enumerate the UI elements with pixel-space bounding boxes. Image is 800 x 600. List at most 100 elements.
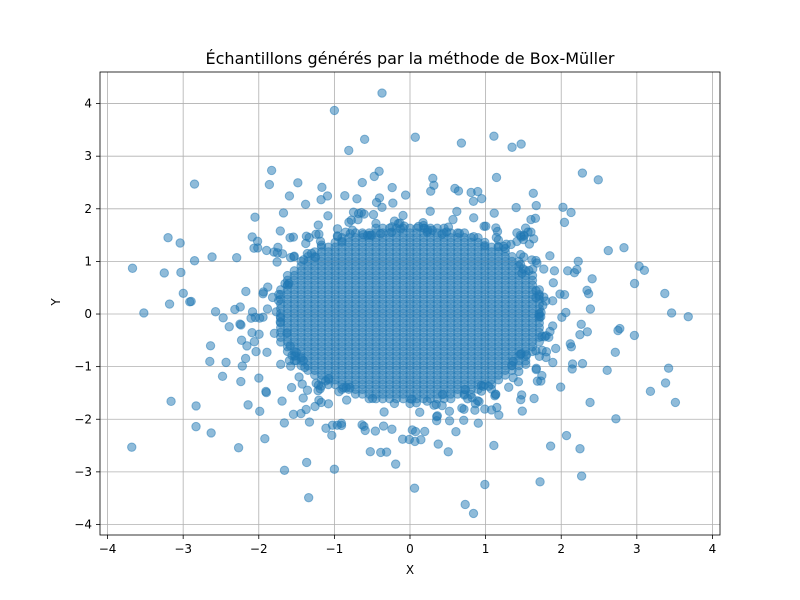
scatter-point [269, 328, 280, 339]
scatter-point [353, 214, 363, 225]
scatter-point [480, 479, 490, 490]
scatter-point [517, 406, 527, 416]
scatter-point [645, 386, 656, 397]
scatter-point [218, 313, 228, 323]
scatter-point [323, 211, 333, 221]
scatter-point [629, 278, 640, 289]
scatter-point [368, 209, 379, 220]
scatter-point [415, 407, 425, 417]
scatter-point [531, 364, 541, 375]
scatter-point [538, 300, 548, 311]
scatter-point [398, 210, 408, 221]
scatter-point [512, 228, 522, 238]
scatter-point [431, 399, 441, 410]
scatter-point [262, 304, 273, 314]
scatter-point [221, 357, 231, 368]
y-tick-label: −3 [74, 465, 92, 479]
scatter-point [293, 178, 303, 188]
scatter-point [231, 253, 242, 263]
scatter-point [178, 288, 188, 298]
scatter-point [315, 236, 326, 247]
scatter-point [508, 372, 518, 383]
scatter-point [460, 384, 471, 395]
scatter-point [468, 508, 479, 519]
scatter-point [422, 396, 432, 406]
scatter-point [352, 194, 362, 204]
scatter-point [516, 139, 526, 149]
scatter-point [258, 312, 268, 322]
scatter-point [610, 347, 621, 358]
scatter-point [459, 415, 469, 425]
scatter-point [511, 202, 521, 213]
x-tick-label: −1 [326, 542, 344, 556]
scatter-point [357, 420, 367, 430]
scatter-point [524, 239, 535, 249]
scatter-point [486, 405, 497, 415]
scatter-point [443, 447, 453, 457]
scatter-point [251, 346, 261, 357]
scatter-point [175, 238, 185, 248]
scatter-point [504, 382, 514, 392]
scatter-point [483, 381, 494, 392]
scatter-point [386, 227, 397, 238]
scatter-point [587, 274, 597, 284]
scatter-point [164, 299, 175, 309]
scatter-point [321, 423, 331, 433]
scatter-point [377, 88, 387, 98]
scatter-point [285, 252, 296, 263]
scatter-point [432, 412, 442, 422]
scatter-point [480, 240, 490, 251]
scatter-point [235, 302, 245, 312]
scatter-point [572, 264, 582, 275]
scatter-point [237, 361, 248, 371]
scatter-point [163, 233, 173, 243]
scatter-point [247, 327, 257, 338]
scatter-point [555, 382, 566, 392]
scatter-point [463, 394, 473, 404]
scatter-point [205, 341, 216, 351]
scatter-point [311, 229, 321, 239]
scatter-point [602, 365, 612, 376]
scatter-point [374, 193, 385, 203]
scatter-point [275, 226, 285, 236]
scatter-point [444, 406, 455, 416]
scatter-point [313, 220, 323, 230]
scatter-point [512, 236, 522, 247]
scatter-point [253, 243, 263, 253]
scatter-point [277, 396, 287, 406]
scatter-points [127, 88, 693, 519]
scatter-point [344, 217, 354, 227]
scatter-point [317, 182, 327, 193]
scatter-point [262, 347, 272, 358]
scatter-point [566, 207, 576, 218]
scatter-point [233, 443, 244, 453]
scatter-point [357, 177, 367, 188]
scatter-point [404, 434, 414, 445]
y-tick-label: −2 [74, 412, 92, 426]
scatter-point [297, 379, 307, 389]
scatter-point [376, 447, 386, 458]
scatter-point [540, 332, 550, 342]
scatter-point [278, 208, 289, 218]
scatter-point [139, 308, 149, 318]
x-tick-label: −2 [250, 542, 268, 556]
y-tick-label: −1 [74, 360, 92, 374]
scatter-point [585, 397, 595, 408]
scatter-point [359, 134, 370, 145]
scatter-point [548, 357, 558, 368]
scatter-point [247, 307, 258, 317]
scatter-point [476, 193, 487, 204]
scatter-point [456, 138, 467, 148]
scatter-point [235, 319, 245, 329]
scatter-point [261, 245, 272, 256]
scatter-point [371, 218, 381, 229]
scatter-point [240, 353, 251, 364]
scatter-point [185, 297, 195, 307]
scatter-point [561, 430, 572, 441]
scatter-point [338, 383, 349, 393]
scatter-point [409, 483, 420, 493]
scatter-point [336, 418, 347, 429]
scatter-point [516, 394, 526, 405]
scatter-point [267, 292, 278, 303]
x-tick-label: 2 [557, 542, 565, 556]
